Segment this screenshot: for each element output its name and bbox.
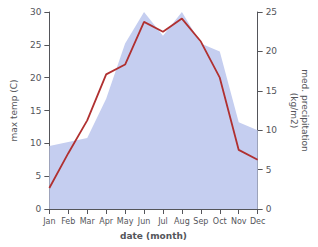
svg-text:Aug: Aug (174, 217, 190, 226)
svg-text:5: 5 (266, 165, 272, 175)
svg-text:Sep: Sep (193, 217, 208, 226)
svg-text:Oct: Oct (213, 217, 227, 226)
svg-text:10: 10 (266, 125, 278, 135)
svg-text:10: 10 (30, 138, 42, 148)
svg-text:Jan: Jan (42, 217, 55, 226)
svg-text:(kg/m2): (kg/m2) (289, 93, 299, 128)
svg-text:25: 25 (30, 40, 41, 50)
svg-text:0: 0 (36, 204, 42, 214)
svg-text:Mar: Mar (80, 217, 96, 226)
svg-text:Jun: Jun (137, 217, 151, 226)
svg-text:0: 0 (266, 204, 272, 214)
svg-text:Feb: Feb (61, 217, 75, 226)
svg-text:5: 5 (36, 171, 42, 181)
svg-text:25: 25 (266, 7, 277, 17)
svg-text:Nov: Nov (231, 217, 247, 226)
svg-text:20: 20 (266, 46, 278, 56)
svg-text:max temp (C): max temp (C) (9, 79, 19, 141)
svg-text:20: 20 (30, 73, 42, 83)
svg-text:15: 15 (266, 86, 277, 96)
svg-text:30: 30 (30, 7, 42, 17)
svg-text:15: 15 (30, 106, 41, 116)
svg-text:Apr: Apr (99, 217, 114, 226)
svg-text:Jul: Jul (157, 217, 168, 226)
svg-text:Dec: Dec (250, 217, 265, 226)
svg-text:date (month): date (month) (120, 231, 187, 241)
svg-text:med. precipitation: med. precipitation (300, 69, 310, 151)
svg-text:May: May (117, 217, 134, 226)
